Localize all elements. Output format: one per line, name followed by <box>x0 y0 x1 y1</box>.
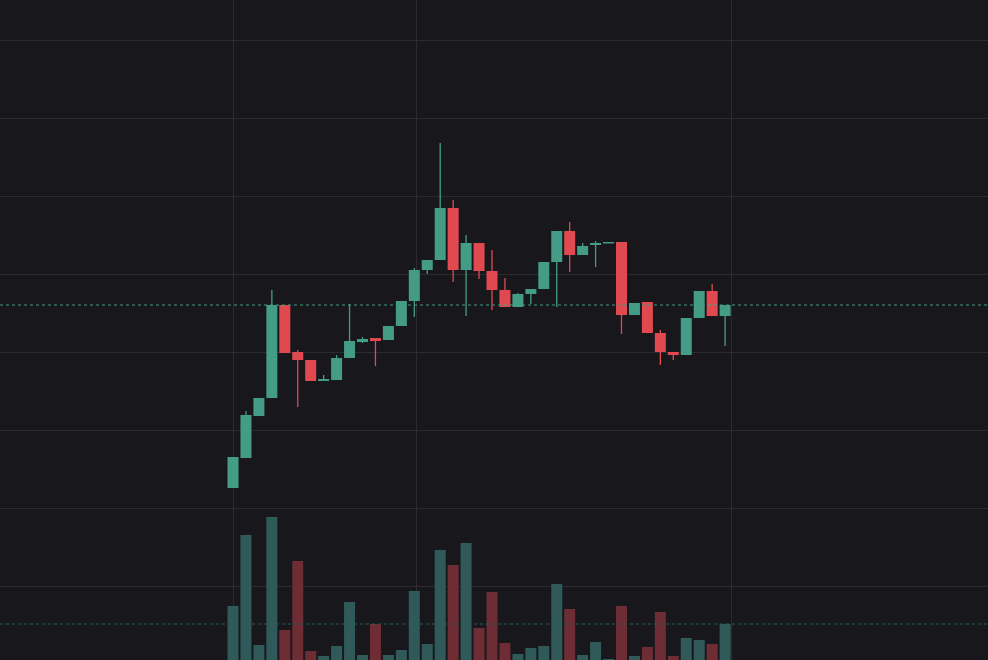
candle-body <box>253 398 265 416</box>
volume-bar <box>577 655 589 660</box>
volume-bar <box>279 630 291 660</box>
volume-bar <box>253 645 265 660</box>
candle-body <box>538 262 550 289</box>
candle-body <box>680 318 692 355</box>
candle-body <box>719 305 731 316</box>
time-grid <box>233 0 732 660</box>
candle-body <box>641 302 653 333</box>
candle-body <box>227 457 239 488</box>
volume-bar <box>357 655 368 660</box>
volume-bar <box>382 655 394 660</box>
volume-bar <box>369 624 381 660</box>
volume-bar <box>538 646 550 660</box>
volume-bar <box>719 624 731 660</box>
volume-bar <box>447 565 459 660</box>
candle-body <box>706 291 718 316</box>
candle-body <box>369 338 381 341</box>
candle-body <box>382 326 394 340</box>
candle-body <box>473 243 485 271</box>
candle-body <box>318 379 330 381</box>
candle-body <box>434 208 446 260</box>
candle-body <box>395 301 407 326</box>
candle-body <box>616 242 627 315</box>
volume-bar <box>693 640 705 660</box>
volume-bar <box>421 644 433 660</box>
volume-bar <box>434 550 446 660</box>
candle-body <box>525 289 537 294</box>
volume-bar <box>344 602 356 660</box>
volume-bar <box>227 606 239 660</box>
volume-bar <box>460 543 472 660</box>
volume-bar <box>395 650 407 660</box>
candle-body <box>344 341 356 358</box>
volume-bar <box>512 654 524 660</box>
volume-bar <box>667 656 679 660</box>
volume-bar <box>616 606 627 660</box>
candle-body <box>292 352 304 360</box>
volume-bar <box>641 647 653 660</box>
candle-body <box>266 305 278 398</box>
volume-bar <box>525 648 537 660</box>
volume-bar <box>486 592 498 660</box>
candle-body <box>486 271 498 290</box>
candle-body <box>564 231 576 255</box>
volume-bar <box>292 561 304 660</box>
volume-bar <box>654 612 666 660</box>
volume-bar <box>266 517 278 660</box>
candle-body <box>331 358 343 380</box>
volume-bar <box>564 609 576 660</box>
candle-body <box>421 260 433 270</box>
candle-body <box>240 415 252 458</box>
volume-bar <box>473 628 485 660</box>
volume-bar <box>305 651 317 660</box>
candle-body <box>654 333 666 352</box>
volume-bar <box>628 656 640 660</box>
candle-body <box>279 305 291 353</box>
candle-body <box>667 352 679 355</box>
volume-bar <box>499 643 511 660</box>
candle-body <box>499 290 511 307</box>
volume-bar <box>680 638 692 660</box>
volume-bar <box>240 535 252 660</box>
candle-body <box>408 270 420 301</box>
candle-body <box>305 360 317 381</box>
volume-bar <box>706 644 718 660</box>
volume-bar <box>590 642 602 660</box>
candle-body <box>577 246 589 255</box>
candle-body <box>357 339 368 342</box>
candle-body <box>628 303 640 315</box>
candle-body <box>603 242 615 244</box>
candle-body <box>693 291 705 318</box>
candle-body <box>512 294 524 307</box>
volume-bar <box>331 646 343 660</box>
candle-body <box>590 243 602 245</box>
volume-bar <box>408 591 420 660</box>
candle-body <box>551 231 563 262</box>
volume-bar <box>551 584 563 660</box>
volume-bar <box>318 656 330 660</box>
candle-body <box>447 208 459 270</box>
candle-body <box>460 243 472 270</box>
